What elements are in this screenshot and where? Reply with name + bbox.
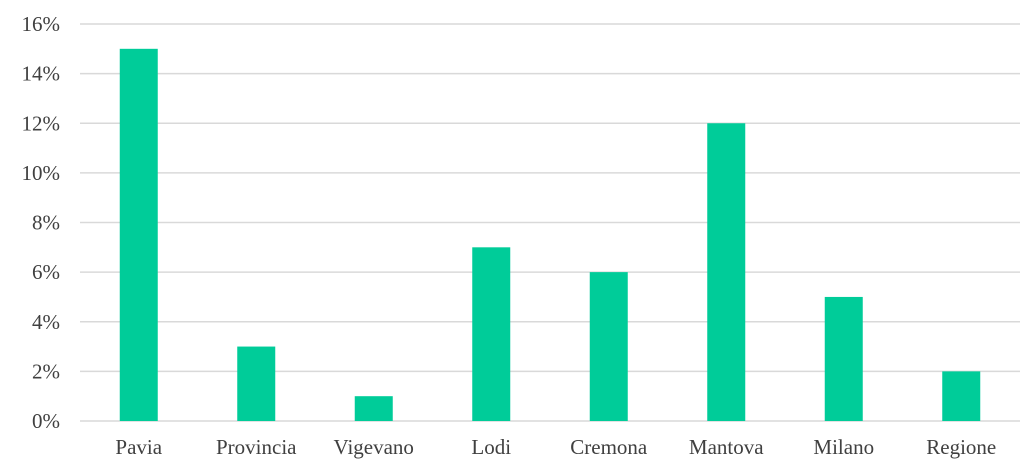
bar-milano: [824, 296, 863, 421]
bar-regione: [942, 371, 981, 421]
bars: [119, 48, 981, 421]
y-tick-label: 0%: [32, 409, 60, 433]
y-tick-label: 2%: [32, 359, 60, 383]
x-category-label: Regione: [926, 435, 996, 459]
bar-mantova: [707, 123, 746, 421]
bar-vigevano: [354, 396, 393, 421]
x-category-label: Lodi: [471, 435, 511, 459]
bar-provincia: [237, 346, 276, 421]
x-category-label: Pavia: [115, 435, 162, 459]
bar-pavia: [119, 48, 158, 421]
x-category-label: Cremona: [570, 435, 648, 459]
y-tick-label: 14%: [22, 62, 61, 86]
y-tick-label: 8%: [32, 211, 60, 235]
gridlines: [80, 23, 1020, 422]
bar-cremona: [589, 272, 628, 421]
x-axis-category-labels: Pavia Provincia Vigevano Lodi Cremona Mantova…: [115, 435, 996, 459]
y-tick-label: 4%: [32, 310, 60, 334]
y-tick-label: 16%: [22, 12, 61, 36]
x-category-label: Provincia: [216, 435, 297, 459]
y-tick-label: 6%: [32, 260, 60, 284]
y-tick-label: 12%: [22, 111, 61, 135]
x-category-label: Mantova: [689, 435, 764, 459]
x-category-label: Milano: [813, 435, 874, 459]
y-axis-tick-labels: 0% 2% 4% 6% 8% 10% 12% 14% 16%: [22, 12, 61, 433]
bar-lodi: [472, 247, 511, 421]
y-tick-label: 10%: [22, 161, 61, 185]
x-category-label: Vigevano: [334, 435, 414, 459]
